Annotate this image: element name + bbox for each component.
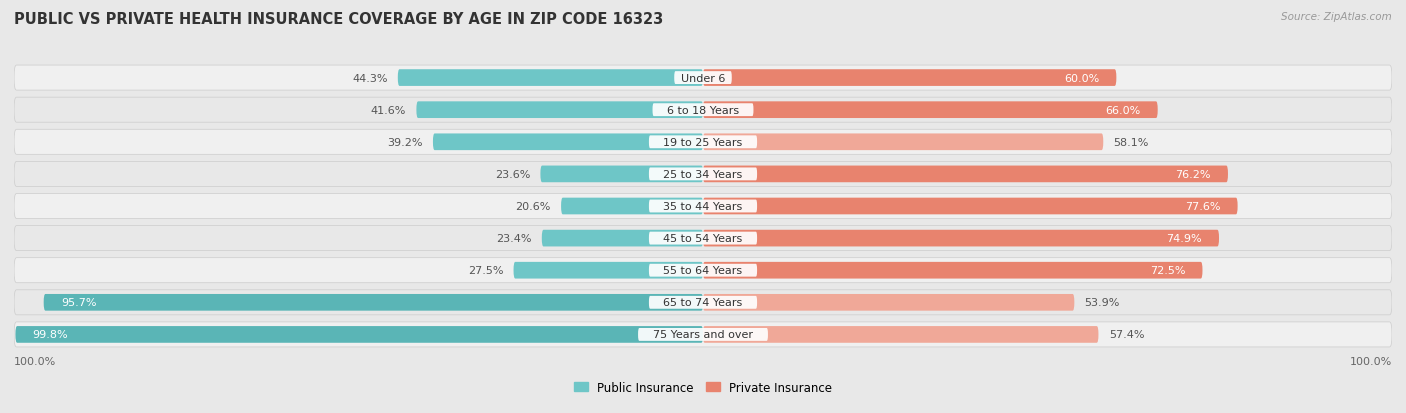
FancyBboxPatch shape [14, 322, 1392, 347]
FancyBboxPatch shape [541, 230, 703, 247]
Text: PUBLIC VS PRIVATE HEALTH INSURANCE COVERAGE BY AGE IN ZIP CODE 16323: PUBLIC VS PRIVATE HEALTH INSURANCE COVER… [14, 12, 664, 27]
FancyBboxPatch shape [703, 134, 1104, 151]
FancyBboxPatch shape [15, 326, 703, 343]
Text: 100.0%: 100.0% [14, 356, 56, 366]
Text: 77.6%: 77.6% [1185, 202, 1220, 211]
Text: 25 to 34 Years: 25 to 34 Years [664, 169, 742, 180]
FancyBboxPatch shape [703, 230, 1219, 247]
FancyBboxPatch shape [703, 70, 1116, 87]
Text: 66.0%: 66.0% [1105, 105, 1140, 115]
FancyBboxPatch shape [703, 198, 1237, 215]
FancyBboxPatch shape [14, 162, 1392, 187]
FancyBboxPatch shape [540, 166, 703, 183]
Text: 74.9%: 74.9% [1166, 233, 1202, 244]
Text: 100.0%: 100.0% [1350, 356, 1392, 366]
FancyBboxPatch shape [638, 328, 768, 341]
Text: 60.0%: 60.0% [1064, 74, 1099, 83]
FancyBboxPatch shape [44, 294, 703, 311]
FancyBboxPatch shape [513, 262, 703, 279]
Text: 39.2%: 39.2% [387, 138, 423, 147]
FancyBboxPatch shape [561, 198, 703, 215]
FancyBboxPatch shape [398, 70, 703, 87]
Text: 23.6%: 23.6% [495, 169, 530, 180]
FancyBboxPatch shape [14, 226, 1392, 251]
Legend: Public Insurance, Private Insurance: Public Insurance, Private Insurance [569, 376, 837, 399]
Text: 35 to 44 Years: 35 to 44 Years [664, 202, 742, 211]
FancyBboxPatch shape [650, 200, 756, 213]
Text: 44.3%: 44.3% [352, 74, 388, 83]
Text: 53.9%: 53.9% [1084, 298, 1121, 308]
FancyBboxPatch shape [650, 296, 756, 309]
Text: 55 to 64 Years: 55 to 64 Years [664, 266, 742, 275]
FancyBboxPatch shape [652, 104, 754, 117]
Text: 45 to 54 Years: 45 to 54 Years [664, 233, 742, 244]
FancyBboxPatch shape [14, 98, 1392, 123]
Text: 99.8%: 99.8% [32, 330, 69, 339]
FancyBboxPatch shape [703, 262, 1202, 279]
Text: 6 to 18 Years: 6 to 18 Years [666, 105, 740, 115]
FancyBboxPatch shape [650, 168, 756, 181]
FancyBboxPatch shape [14, 194, 1392, 219]
Text: 23.4%: 23.4% [496, 233, 531, 244]
FancyBboxPatch shape [650, 264, 756, 277]
Text: Under 6: Under 6 [681, 74, 725, 83]
FancyBboxPatch shape [433, 134, 703, 151]
FancyBboxPatch shape [703, 166, 1227, 183]
Text: 27.5%: 27.5% [468, 266, 503, 275]
FancyBboxPatch shape [14, 290, 1392, 315]
Text: 65 to 74 Years: 65 to 74 Years [664, 298, 742, 308]
FancyBboxPatch shape [650, 136, 756, 149]
FancyBboxPatch shape [14, 66, 1392, 91]
Text: 75 Years and over: 75 Years and over [652, 330, 754, 339]
Text: 95.7%: 95.7% [60, 298, 97, 308]
FancyBboxPatch shape [650, 232, 756, 245]
Text: 72.5%: 72.5% [1150, 266, 1185, 275]
FancyBboxPatch shape [703, 326, 1098, 343]
Text: Source: ZipAtlas.com: Source: ZipAtlas.com [1281, 12, 1392, 22]
Text: 41.6%: 41.6% [371, 105, 406, 115]
Text: 19 to 25 Years: 19 to 25 Years [664, 138, 742, 147]
FancyBboxPatch shape [703, 102, 1157, 119]
FancyBboxPatch shape [14, 258, 1392, 283]
FancyBboxPatch shape [703, 294, 1074, 311]
FancyBboxPatch shape [14, 130, 1392, 155]
FancyBboxPatch shape [675, 72, 731, 85]
Text: 20.6%: 20.6% [516, 202, 551, 211]
FancyBboxPatch shape [416, 102, 703, 119]
Text: 58.1%: 58.1% [1114, 138, 1149, 147]
Text: 76.2%: 76.2% [1175, 169, 1211, 180]
Text: 57.4%: 57.4% [1109, 330, 1144, 339]
